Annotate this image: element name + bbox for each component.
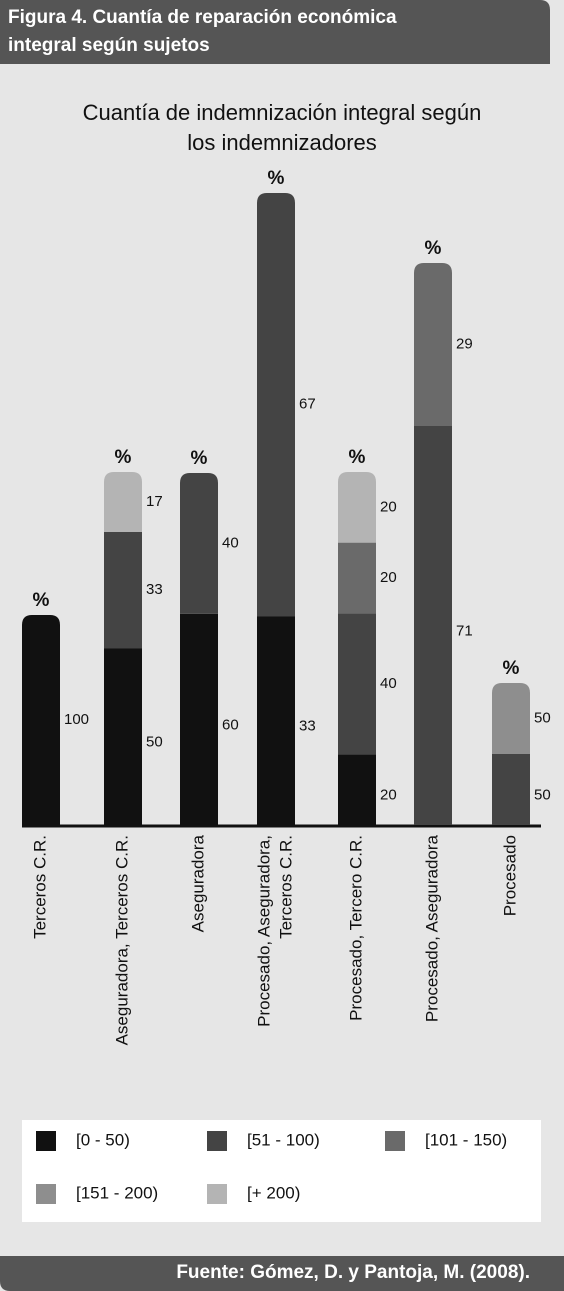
- bar-segment: [22, 615, 60, 825]
- value-label: 50: [146, 734, 163, 751]
- unit-label: %: [268, 168, 285, 189]
- bar-segment: [338, 472, 376, 543]
- value-label: 50: [534, 786, 551, 803]
- value-label: 20: [380, 787, 397, 804]
- legend-swatch: [36, 1184, 56, 1204]
- bar-segment: [492, 683, 530, 754]
- unit-label: %: [349, 447, 366, 468]
- unit-label: %: [115, 447, 132, 468]
- value-label: 20: [380, 498, 397, 515]
- bar-segment: [104, 472, 142, 533]
- category-label: Aseguradora, Terceros C.R.: [112, 835, 131, 1045]
- value-label: 100: [64, 711, 89, 728]
- bar-segment: [180, 613, 218, 825]
- value-label: 40: [222, 534, 239, 551]
- category-label: Aseguradora: [188, 834, 207, 932]
- chart-title: los indemnizadores: [187, 130, 377, 155]
- unit-label: %: [425, 238, 442, 259]
- value-label: 33: [146, 581, 163, 598]
- legend-label: [51 - 100): [247, 1130, 320, 1149]
- footer-band: [0, 1256, 564, 1291]
- value-label: 40: [380, 675, 397, 692]
- bar-segment: [414, 425, 452, 825]
- legend-label: [151 - 200): [76, 1183, 158, 1202]
- unit-label: %: [503, 658, 520, 679]
- source: Fuente: Gómez, D. y Pantoja, M. (2008).: [176, 1262, 530, 1283]
- value-label: 50: [534, 709, 551, 726]
- value-label: 71: [456, 622, 473, 639]
- bar-segment: [492, 754, 530, 825]
- legend-swatch: [207, 1184, 227, 1204]
- header-title: integral según sujetos: [8, 35, 210, 56]
- category-label: Procesado, Tercero C.R.: [346, 835, 365, 1021]
- value-label: 60: [222, 716, 239, 733]
- header-title: Figura 4. Cuantía de reparación económic…: [8, 7, 397, 28]
- legend-label: [101 - 150): [425, 1130, 507, 1149]
- value-label: 29: [456, 335, 473, 352]
- value-label: 67: [299, 396, 316, 413]
- legend-swatch: [207, 1131, 227, 1151]
- bar-segment: [104, 532, 142, 649]
- legend-label: [0 - 50): [76, 1130, 130, 1149]
- category-label: Terceros C.R.: [30, 835, 49, 939]
- category-label: Terceros C.R.: [276, 835, 295, 939]
- unit-label: %: [191, 448, 208, 469]
- category-label: Procesado: [500, 835, 519, 916]
- unit-label: %: [33, 590, 50, 611]
- bar-segment: [257, 193, 295, 617]
- bar-segment: [338, 613, 376, 755]
- legend-label: [+ 200): [247, 1183, 300, 1202]
- bar-segment: [104, 648, 142, 825]
- category-label: Procesado, Aseguradora,: [254, 835, 273, 1027]
- bar-segment: [180, 473, 218, 614]
- header-band: [0, 0, 550, 64]
- chart-title: Cuantía de indemnización integral según: [83, 100, 482, 125]
- legend-box: [22, 1120, 541, 1222]
- bar-segment: [414, 263, 452, 426]
- category-label: Procesado, Aseguradora: [422, 834, 441, 1022]
- bar-segment: [338, 754, 376, 825]
- value-label: 17: [146, 493, 163, 510]
- bar-segment: [257, 616, 295, 825]
- bar-segment: [338, 542, 376, 614]
- value-label: 20: [380, 569, 397, 586]
- legend-swatch: [385, 1131, 405, 1151]
- legend-swatch: [36, 1131, 56, 1151]
- value-label: 33: [299, 718, 316, 735]
